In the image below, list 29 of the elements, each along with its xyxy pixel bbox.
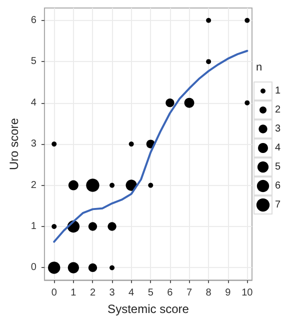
x-tick-label: 0 [51,288,58,299]
x-tick-label: 5 [148,288,154,299]
legend-label: 3 [275,124,281,134]
x-tick-label: 9 [225,288,232,299]
legend-label: 6 [275,180,281,192]
legend-label: 5 [275,162,281,172]
y-tick-label: 5 [30,56,37,68]
line-series [53,50,248,243]
y-tick-label: 6 [30,14,37,26]
x-tick-label: 10 [242,288,254,299]
x-tick-label: 8 [206,288,212,299]
y-tick-label: 2 [30,180,37,191]
legend-label: 7 [275,200,281,210]
x-tick-label: 4 [128,288,135,299]
x-tick-label: 1 [70,288,77,299]
y-tick-label: 1 [30,221,37,232]
legend-label: 1 [275,86,281,96]
x-tick-label: 7 [186,288,192,299]
legend-title: n [256,62,262,74]
y-axis-title: Uro score [7,118,21,170]
y-tick-label: 3 [30,138,37,150]
x-tick-label: 2 [90,288,96,299]
y-tick-label: 4 [30,97,37,108]
legend-label: 2 [275,104,281,116]
y-tick-label: 0 [30,262,37,274]
x-tick-label: 3 [109,288,116,299]
legend-label: 4 [275,142,281,154]
x-tick-label: 6 [167,288,174,299]
x-axis-title: Systemic score [108,302,190,316]
